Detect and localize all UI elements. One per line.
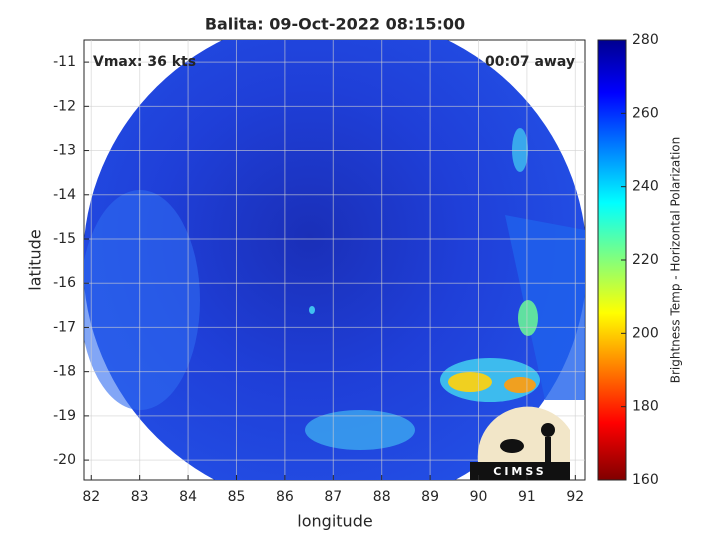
grid [84,40,585,480]
annotation: 00:07 away [485,54,575,70]
colorbar-tick-label: 200 [632,325,659,341]
y-tick-label: -12 [53,98,76,114]
y-axis-label: latitude [26,229,45,290]
x-tick-label: 82 [82,489,100,505]
y-tick-label: -11 [53,54,76,70]
colorbar-tick-label: 160 [632,472,659,488]
logo: CIMSS [470,406,570,480]
y-tick-label: -19 [53,408,76,424]
x-tick-label: 84 [179,489,197,505]
annotation: Vmax: 36 kts [93,54,196,70]
colorbar-tick-label: 220 [632,252,659,268]
y-tick-label: -18 [53,364,76,380]
colorbar-tick-label: 280 [632,32,659,48]
x-tick-label: 86 [276,489,294,505]
y-tick-label: -16 [53,275,76,291]
colorbar-tick-label: 180 [632,399,659,415]
chart-title: Balita: 09-Oct-2022 08:15:00 [205,15,465,34]
colorbar-tick-label: 260 [632,105,659,121]
colorbar-tick-label: 240 [632,179,659,195]
x-axis-label: longitude [297,512,372,531]
y-tick-label: -15 [53,231,76,247]
y-tick-label: -13 [53,143,76,159]
colorbar-label: Brightness Temp - Horizontal Polarizatio… [669,137,683,384]
x-tick-label: 91 [518,489,536,505]
imagery [84,40,585,480]
y-tick-label: -20 [53,452,76,468]
x-tick-label: 83 [131,489,149,505]
x-tick-label: 87 [324,489,342,505]
x-tick-label: 90 [470,489,488,505]
logo-text: CIMSS [493,465,546,478]
y-tick-label: -17 [53,319,76,335]
x-tick-label: 85 [228,489,246,505]
x-tick-label: 88 [373,489,391,505]
y-tick-label: -14 [53,187,76,203]
x-tick-label: 92 [566,489,584,505]
x-tick-label: 89 [421,489,439,505]
